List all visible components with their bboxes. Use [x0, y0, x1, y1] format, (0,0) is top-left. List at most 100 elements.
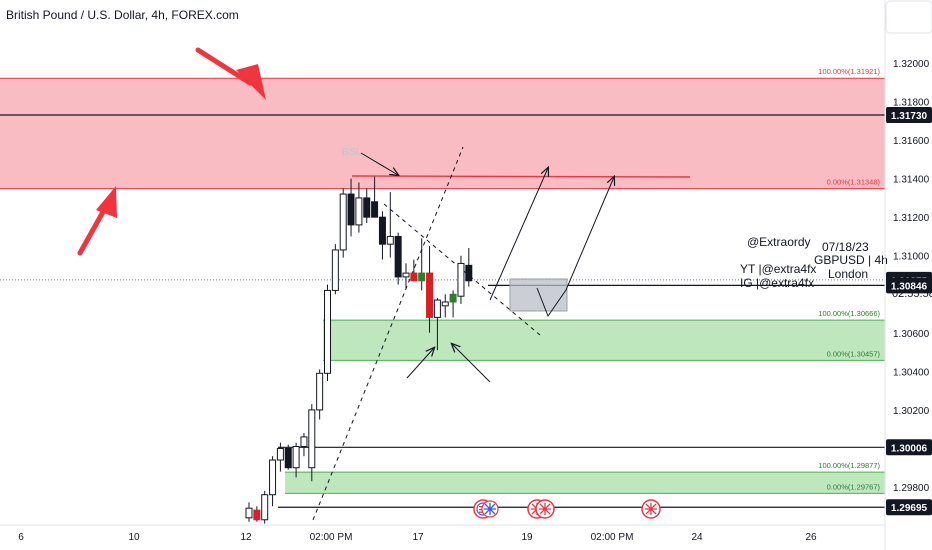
time-tick-label: 6 — [18, 532, 24, 543]
time-tick-label: 10 — [128, 532, 140, 543]
time-tick-label: 02:00 PM — [310, 532, 353, 543]
zone-top-label: 100.00%(1.31921) — [818, 67, 880, 76]
price-tick-label: 1.31200 — [893, 213, 930, 224]
author-ig: IG |@extra4fx — [740, 276, 814, 290]
candle-body — [433, 299, 441, 318]
supply-zone — [0, 78, 885, 189]
candle-body — [324, 289, 331, 374]
price-tick-label: 1.31400 — [893, 175, 930, 186]
candle — [316, 369, 324, 420]
candle-body — [276, 447, 284, 461]
red-arrow-top — [195, 47, 266, 100]
price-tick-label: 1.30200 — [893, 406, 930, 417]
price-axis: 1.32000 1.31800 1.31600 1.31400 1.31200 1.310… — [893, 59, 930, 494]
candle — [308, 404, 316, 482]
zone-bottom-label: 0.00%(1.31348) — [827, 178, 881, 187]
price-tick-label: 1.30400 — [893, 367, 930, 378]
candle-body — [300, 436, 308, 448]
time-tick-label: 19 — [521, 532, 533, 543]
candle — [418, 238, 426, 291]
candle-body — [394, 235, 402, 278]
red-arrow-bottom — [77, 186, 117, 256]
candle — [339, 188, 347, 258]
info-pair: GBPUSD | 4h — [814, 253, 888, 267]
candles-layer — [245, 176, 473, 524]
candle — [449, 290, 457, 318]
time-tick-label: 12 — [240, 532, 252, 543]
candle-body — [316, 372, 324, 411]
candle — [261, 490, 269, 524]
candle — [410, 259, 418, 282]
candle — [426, 246, 434, 333]
price-tick-label: 1.31800 — [893, 98, 930, 109]
price-tick-label: 1.31600 — [893, 136, 930, 147]
candle-body — [465, 264, 473, 282]
candle — [292, 442, 300, 478]
event-icons[interactable] — [473, 499, 661, 519]
zone-top-label: 100.00%(1.30666) — [818, 309, 880, 318]
candle — [386, 192, 394, 258]
price-tick-label: 1.29800 — [893, 483, 930, 494]
uk-flag-icon — [481, 500, 499, 518]
candle — [402, 263, 410, 289]
candle-body — [339, 193, 347, 251]
candle — [441, 294, 449, 318]
price-tick-label: 1.31000 — [893, 252, 930, 263]
bsl-arrow — [360, 152, 398, 175]
candle-body — [292, 446, 300, 469]
candle-body — [441, 301, 449, 307]
candle — [300, 433, 308, 457]
info-session: London — [828, 267, 868, 281]
candle-body — [245, 507, 253, 519]
candle — [371, 176, 379, 218]
time-tick-label: 02:00 PM — [591, 532, 634, 543]
projection-path-2 — [536, 177, 614, 318]
candle — [457, 255, 465, 304]
candle — [433, 298, 441, 351]
candle — [253, 506, 261, 522]
settings-button[interactable] — [885, 0, 932, 34]
zones-layer: 100.00%(1.31921) 0.00%(1.31348) 100.00%(1.… — [0, 67, 885, 494]
candle — [284, 444, 292, 470]
price-tag: 1.30006 — [886, 439, 932, 456]
countdown-timer: 02:55:58 — [892, 288, 932, 300]
zone-bottom-label: 0.00%(1.30457) — [827, 349, 881, 358]
candle-body — [308, 409, 316, 469]
dashed-trendline-up — [312, 146, 464, 521]
time-tick-label: 26 — [805, 532, 817, 543]
time-axis: 6 10 12 02:00 PM 17 19 02:00 PM 24 26 — [18, 532, 817, 543]
candle — [394, 232, 402, 285]
projection-box — [509, 278, 568, 312]
dashed-trendline-down — [383, 203, 541, 336]
candle — [363, 188, 371, 223]
candle-body — [347, 193, 355, 226]
price-tag-box — [886, 277, 932, 294]
candle-body — [331, 249, 339, 291]
candle-body — [269, 459, 277, 496]
author-handle: @Extraordy — [747, 235, 811, 249]
low-arrow-right — [452, 344, 491, 383]
candle — [245, 502, 253, 522]
hlines-layer — [0, 114, 885, 508]
candle — [378, 211, 386, 260]
price-tag-box — [886, 439, 932, 456]
demand-zone — [285, 472, 885, 494]
candle-body — [355, 197, 363, 226]
price-tag-box — [886, 107, 932, 124]
candle-body — [449, 293, 457, 303]
candle-body — [386, 235, 394, 245]
price-tick-label: 1.30600 — [893, 329, 930, 340]
candle-body — [410, 272, 418, 282]
candle — [331, 244, 339, 295]
price-tag-label: 1.29695 — [891, 503, 928, 514]
candle — [276, 442, 284, 472]
price-tag: 1.31730 — [886, 107, 932, 124]
candle-body — [418, 272, 426, 282]
info-date: 07/18/23 — [822, 240, 869, 254]
bsl-label: BSL — [342, 147, 362, 158]
candle — [324, 284, 331, 381]
price-tag: 1.29695 — [886, 499, 932, 516]
candle-body — [371, 201, 379, 218]
